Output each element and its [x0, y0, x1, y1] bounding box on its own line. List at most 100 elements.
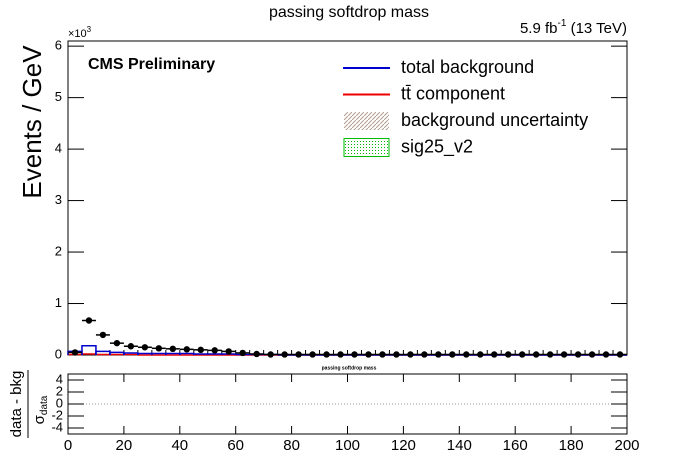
- data-marker: [127, 343, 135, 350]
- data-point: [81, 317, 96, 324]
- data-marker: [85, 317, 93, 324]
- data-marker: [183, 346, 190, 353]
- x-tick-label: 120: [391, 437, 416, 454]
- data-marker: [393, 351, 400, 358]
- data-marker: [491, 351, 498, 358]
- data-point: [403, 351, 418, 358]
- data-marker: [323, 351, 330, 358]
- data-marker: [477, 351, 484, 358]
- data-point: [529, 351, 544, 358]
- data-point: [473, 351, 488, 358]
- data-point: [585, 351, 600, 358]
- x-tick-label: 60: [227, 437, 244, 454]
- data-point: [431, 351, 446, 358]
- data-marker: [351, 351, 358, 358]
- y-tick-label: 4: [55, 141, 62, 156]
- y-multiplier: ×103: [68, 25, 92, 40]
- legend-swatch: [344, 112, 389, 130]
- legend-label: total background: [401, 57, 534, 77]
- hist-step: [123, 353, 139, 356]
- data-point: [137, 344, 152, 351]
- x-tick-label: 100: [335, 437, 360, 454]
- x-tick-label: 40: [171, 437, 188, 454]
- y-tick-label: 0: [55, 346, 62, 361]
- data-marker: [518, 351, 526, 358]
- lumi-exponent: -1: [558, 18, 567, 29]
- pull-y-title-bottom: σdata: [31, 395, 50, 424]
- legend-label: sig25_v2: [401, 136, 473, 157]
- data-marker: [197, 346, 204, 354]
- data-marker: [407, 351, 414, 358]
- data-point: [361, 351, 376, 358]
- data-marker: [281, 351, 288, 358]
- data-marker: [99, 331, 107, 339]
- data-marker: [295, 351, 302, 358]
- data-point: [179, 346, 194, 353]
- cms-label: CMS Preliminary: [88, 56, 215, 73]
- data-marker: [239, 349, 246, 357]
- data-point: [487, 351, 502, 358]
- y-tick-label: 2: [55, 243, 62, 258]
- data-marker: [113, 339, 121, 347]
- data-point: [277, 351, 292, 358]
- data-marker: [560, 351, 568, 358]
- y-tick-label: 6: [55, 38, 62, 53]
- data-point: [417, 351, 432, 358]
- data-point: [515, 351, 530, 358]
- hist-step: [109, 353, 125, 356]
- data-point: [207, 347, 222, 354]
- data-marker: [337, 351, 344, 358]
- legend-label: background uncertainty: [401, 110, 588, 130]
- legend-swatch: [343, 138, 390, 157]
- data-marker: [379, 351, 386, 358]
- data-point: [557, 351, 572, 358]
- sigma-subscript: data: [39, 395, 50, 415]
- y-tick-label: -2: [51, 407, 63, 422]
- y-tick-label: 5: [55, 89, 62, 104]
- y-tick-label: 3: [55, 192, 62, 207]
- y-tick-label: -4: [51, 419, 63, 434]
- data-point: [151, 345, 166, 352]
- data-marker: [267, 351, 274, 358]
- data-marker: [463, 351, 470, 358]
- x-tick-label: 180: [559, 437, 584, 454]
- data-marker: [602, 351, 610, 358]
- data-marker: [141, 344, 149, 351]
- data-marker: [574, 351, 582, 358]
- data-point: [347, 351, 362, 358]
- y-tick-label: 0: [56, 395, 63, 410]
- data-marker: [588, 351, 596, 358]
- data-marker: [435, 351, 442, 358]
- multiplier-base: ×10: [68, 28, 87, 40]
- x-tick-label: 80: [283, 437, 300, 454]
- data-marker: [365, 351, 372, 358]
- data-point: [249, 350, 264, 358]
- data-marker: [225, 348, 232, 355]
- data-point: [501, 351, 516, 358]
- lumi-value: 5.9 fb: [520, 20, 558, 37]
- y-tick-label: 4: [56, 371, 63, 386]
- y-axis-title: Events / GeV: [17, 45, 47, 199]
- chart-title: passing softdrop mass: [269, 4, 429, 21]
- data-point: [95, 331, 110, 339]
- plot-frame: [67, 40, 628, 356]
- x-tick-label: 20: [116, 437, 133, 454]
- data-point: [459, 351, 474, 358]
- data-marker: [71, 349, 79, 356]
- data-point: [305, 351, 320, 358]
- data-marker: [546, 351, 554, 358]
- lumi-label: 5.9 fb-1 (13 TeV): [520, 18, 627, 37]
- data-point: [109, 339, 124, 347]
- data-marker: [309, 351, 316, 358]
- data-point: [291, 351, 306, 358]
- x-tick-label: 160: [503, 437, 528, 454]
- x-tick-label: 0: [64, 437, 72, 454]
- data-point: [235, 349, 250, 357]
- data-point: [543, 351, 558, 358]
- data-marker: [449, 351, 456, 358]
- x-tick-label: 140: [447, 437, 472, 454]
- data-point: [221, 348, 236, 355]
- data-point: [193, 346, 208, 354]
